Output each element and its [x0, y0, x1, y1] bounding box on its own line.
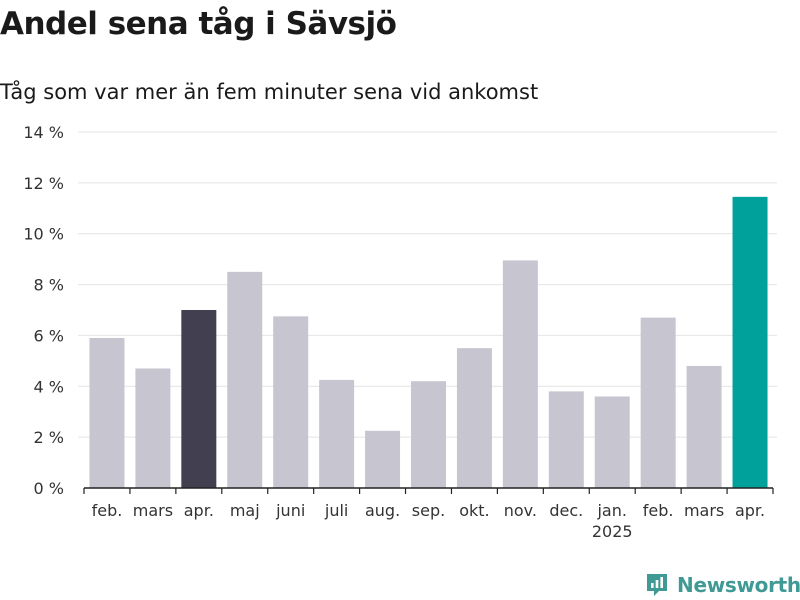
y-tick-label: 10 % [23, 225, 64, 244]
newsworthy-logo-icon [647, 574, 667, 596]
bar [365, 430, 401, 488]
x-tick-label: mars [133, 501, 173, 520]
x-tick-label: feb. [643, 501, 674, 520]
bar [89, 337, 125, 488]
x-tick-label: nov. [504, 501, 537, 520]
chart-subtitle: Tåg som var mer än fem minuter sena vid … [0, 80, 539, 104]
bar [273, 316, 309, 488]
bar [594, 396, 630, 488]
x-tick-label: sep. [412, 501, 445, 520]
x-tick-label: dec. [549, 501, 583, 520]
bar [640, 317, 676, 488]
x-tick-label: mars [684, 501, 724, 520]
x-tick-label: apr. [735, 501, 765, 520]
bar-chart: 0 % 2 % 4 % 6 % 8 % 10 % 12 % 14 % feb. mars apr. m… [23, 123, 777, 541]
bar [227, 271, 263, 488]
bar [319, 379, 355, 488]
bar [686, 365, 722, 488]
chart-title: Andel sena tåg i Sävsjö [0, 6, 397, 42]
brand-name: Newsworthy [677, 573, 800, 597]
brand-logo: Newsworthy [645, 570, 800, 600]
y-tick-label: 8 % [34, 276, 64, 295]
y-tick-label: 0 % [34, 479, 64, 498]
y-tick-label: 14 % [23, 123, 64, 142]
x-tick-label: juli [324, 501, 348, 520]
y-tick-label: 12 % [23, 174, 64, 193]
x-tick-label: juni [275, 501, 305, 520]
x-tick-label: maj [230, 501, 260, 520]
x-year-label: 2025 [592, 522, 633, 541]
bar [135, 368, 171, 488]
y-tick-label: 6 % [34, 326, 64, 345]
x-tick-label: aug. [365, 501, 400, 520]
y-tick-label: 2 % [34, 428, 64, 447]
x-tick-label: okt. [459, 501, 489, 520]
bar [181, 310, 217, 488]
bar [548, 391, 584, 488]
y-tick-label: 4 % [34, 377, 64, 396]
bar [502, 260, 538, 488]
x-tick-label: jan. [596, 501, 626, 520]
x-tick-label: feb. [92, 501, 123, 520]
bar [732, 196, 768, 489]
bar [456, 348, 492, 488]
bar [411, 381, 446, 488]
x-tick-label: apr. [184, 501, 214, 520]
